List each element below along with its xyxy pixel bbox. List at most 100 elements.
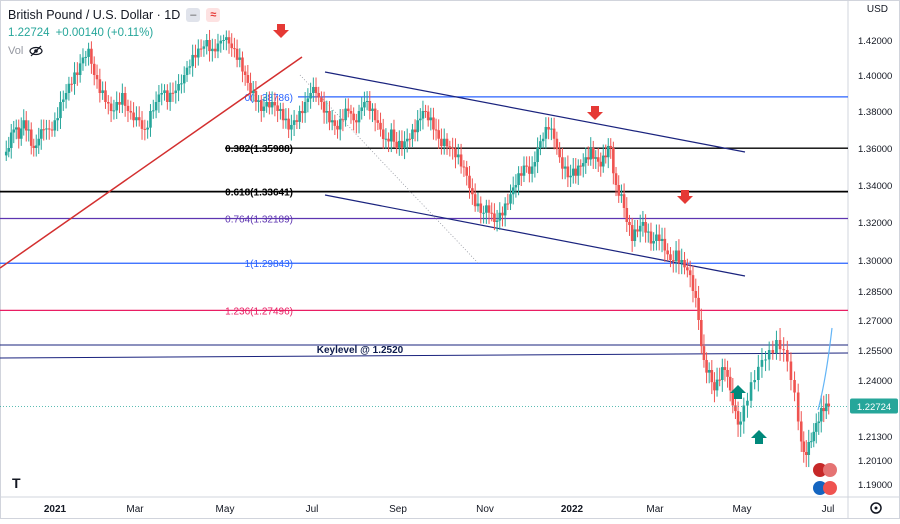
candle-body bbox=[555, 138, 559, 150]
candle-body bbox=[612, 148, 615, 174]
candle-body bbox=[506, 203, 510, 205]
candle-body bbox=[802, 441, 806, 452]
candle-body bbox=[222, 40, 225, 41]
candle-body bbox=[563, 166, 567, 169]
candle-body bbox=[254, 90, 258, 102]
candle-body bbox=[73, 72, 76, 84]
candle-body bbox=[27, 129, 31, 131]
chart-legend: British Pound / U.S. Dollar · 1D – ≈ 1.2… bbox=[8, 6, 221, 60]
candle-body bbox=[726, 370, 729, 377]
candle-body bbox=[544, 126, 548, 139]
candle-body bbox=[355, 120, 358, 123]
sell-arrow-icon bbox=[677, 190, 693, 204]
candle-body bbox=[760, 360, 764, 367]
candle-body bbox=[67, 83, 71, 93]
candle-body bbox=[29, 129, 33, 146]
candle-body bbox=[408, 138, 412, 140]
candle-body bbox=[185, 67, 189, 75]
candle-body bbox=[550, 128, 553, 130]
candle-body bbox=[454, 148, 457, 158]
candle-body bbox=[655, 234, 658, 241]
candle-body bbox=[384, 138, 388, 140]
candle-body bbox=[135, 117, 138, 121]
candle-body bbox=[584, 157, 588, 164]
candle-body bbox=[471, 188, 474, 195]
candle-body bbox=[32, 145, 36, 148]
x-tick-label: Mar bbox=[126, 504, 144, 515]
minus-icon[interactable]: – bbox=[186, 8, 201, 22]
flag-uk-icon bbox=[823, 463, 837, 477]
candle-body bbox=[819, 408, 823, 422]
candle-body bbox=[574, 168, 578, 176]
candle-body bbox=[81, 57, 85, 64]
candle-body bbox=[749, 382, 753, 401]
candle-body bbox=[809, 441, 813, 443]
candle-body bbox=[812, 431, 816, 442]
candle-body bbox=[680, 260, 684, 263]
candle-body bbox=[235, 48, 239, 60]
candle-body bbox=[498, 212, 502, 221]
candle-body bbox=[238, 57, 242, 60]
channel-lower-line bbox=[324, 194, 746, 277]
candle-body bbox=[736, 411, 740, 425]
candle-body bbox=[196, 48, 200, 58]
candle-body bbox=[638, 225, 642, 232]
candle-body bbox=[753, 380, 756, 383]
candle-body bbox=[517, 173, 520, 185]
y-tick-label: 1.40000 bbox=[858, 71, 892, 82]
candle-body bbox=[596, 157, 600, 162]
approx-icon[interactable]: ≈ bbox=[206, 8, 221, 22]
candle-body bbox=[336, 125, 339, 130]
candle-body bbox=[281, 108, 285, 121]
candle-body bbox=[683, 260, 686, 268]
fib-level-label: 0.382(1.35988) bbox=[225, 144, 293, 155]
candle-body bbox=[617, 185, 621, 196]
candle-body bbox=[445, 138, 449, 147]
candle-body bbox=[233, 48, 236, 50]
candle-body bbox=[341, 119, 345, 121]
candle-body bbox=[652, 241, 655, 244]
candle-body bbox=[509, 194, 512, 204]
candle-body bbox=[365, 101, 369, 103]
candle-body bbox=[143, 128, 147, 130]
legend-price-row: 1.22724 +0.00140 (+0.11%) bbox=[8, 24, 220, 42]
candle-body bbox=[705, 360, 708, 373]
candle-body bbox=[633, 229, 637, 241]
candle-body bbox=[594, 157, 598, 159]
fib-level-label: 1(1.29843) bbox=[245, 259, 293, 270]
candle-body bbox=[421, 111, 425, 119]
candle-body bbox=[50, 129, 54, 131]
candle-body bbox=[501, 212, 504, 216]
candle-body bbox=[47, 128, 51, 130]
x-tick-label: Mar bbox=[646, 504, 664, 515]
symbol-title[interactable]: British Pound / U.S. Dollar · 1D bbox=[8, 8, 181, 22]
candle-body bbox=[636, 229, 639, 232]
candle-body bbox=[146, 127, 149, 130]
candle-body bbox=[76, 72, 79, 75]
candle-body bbox=[558, 149, 561, 158]
candle-body bbox=[601, 155, 605, 167]
candle-body bbox=[731, 390, 735, 406]
currency-label[interactable]: USD bbox=[866, 4, 888, 15]
candle-body bbox=[149, 111, 152, 128]
candle-body bbox=[503, 203, 507, 216]
y-tick-label: 1.38000 bbox=[858, 107, 892, 118]
candle-body bbox=[671, 260, 675, 262]
y-tick-label: 1.32000 bbox=[858, 218, 892, 229]
candle-body bbox=[589, 148, 593, 160]
eye-slash-icon[interactable] bbox=[29, 44, 43, 58]
fib-level-label: 0(1.38786) bbox=[245, 93, 293, 104]
x-tick-label: May bbox=[216, 504, 235, 515]
candle-body bbox=[199, 48, 203, 50]
x-tick-label: 2022 bbox=[561, 504, 584, 515]
candle-body bbox=[123, 93, 127, 106]
candle-body bbox=[344, 108, 347, 121]
candle-body bbox=[591, 148, 595, 159]
candle-body bbox=[257, 100, 260, 102]
candle-body bbox=[104, 90, 107, 102]
volume-label[interactable]: Vol bbox=[8, 45, 24, 57]
candle-body bbox=[775, 340, 778, 353]
x-tick-label: Sep bbox=[389, 504, 407, 515]
candle-body bbox=[796, 392, 800, 422]
